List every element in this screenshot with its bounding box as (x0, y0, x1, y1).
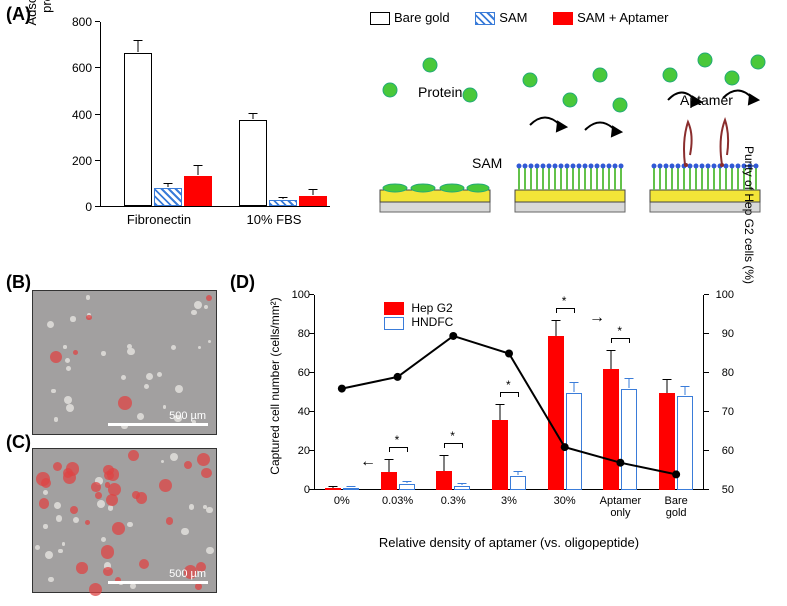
chart-a-y-axis (100, 22, 101, 207)
arrow-left: ← (360, 453, 376, 471)
panel-c-label: (C) (6, 432, 31, 453)
protein-label: Protein (418, 84, 462, 100)
legend-hndfc: HNDFC (411, 315, 453, 329)
panel-d-label: (D) (230, 272, 255, 293)
plot-d: 0 20 40 60 80 100 50 60 70 80 90 100 (314, 295, 704, 490)
scalebar-b (108, 423, 208, 426)
sam-label: SAM (472, 155, 502, 171)
scalebar-b-label: 500 µm (169, 410, 206, 422)
x-axis-d (314, 489, 704, 490)
legend-apt-label: SAM + Aptamer (577, 10, 668, 25)
diagram-svg (370, 50, 780, 250)
x-title-d: Relative density of aptamer (vs. oligope… (314, 535, 704, 550)
scalebar-c (108, 581, 208, 584)
scalebar-c-label: 500 µm (169, 568, 206, 580)
panel-a: Adsorbed amount of protein (ng/cm²) 0 20… (0, 0, 787, 260)
legend-bare-label: Bare gold (394, 10, 450, 25)
legend-bare: Bare gold (370, 10, 450, 25)
legend-d: Hep G2 HNDFC (384, 301, 453, 330)
y-right-title: Purity of Hep G2 cells (%) (742, 125, 756, 305)
legend-sam: SAM (475, 10, 527, 25)
arrow-right: → (589, 309, 605, 327)
chart-a-x-axis (100, 206, 330, 207)
legend-sam-label: SAM (499, 10, 527, 25)
chart-d: 0 20 40 60 80 100 50 60 70 80 90 100 (258, 285, 768, 585)
panel-b-label: (B) (6, 272, 31, 293)
chart-a-y-title: Adsorbed amount of protein (ng/cm²) (24, 0, 54, 52)
micrograph-c: 500 µm (32, 448, 217, 593)
diagram-schematic: Protein Aptamer SAM (370, 50, 770, 240)
y-title-l2: protein (ng/cm²) (39, 0, 54, 13)
y-axis-left (314, 295, 315, 490)
chart-a: Adsorbed amount of protein (ng/cm²) 0 20… (54, 22, 334, 232)
y-axis-right (703, 295, 704, 490)
micrograph-b: 500 µm (32, 290, 217, 435)
legend-hepg2: Hep G2 (411, 301, 452, 315)
y-title-l1: Adsorbed amount of (24, 0, 39, 26)
y-left-title: Captured cell number (cells/mm²) (268, 291, 282, 481)
aptamer-label: Aptamer (680, 92, 733, 108)
legend-a: Bare gold SAM SAM + Aptamer (370, 10, 690, 25)
legend-apt: SAM + Aptamer (553, 10, 668, 25)
